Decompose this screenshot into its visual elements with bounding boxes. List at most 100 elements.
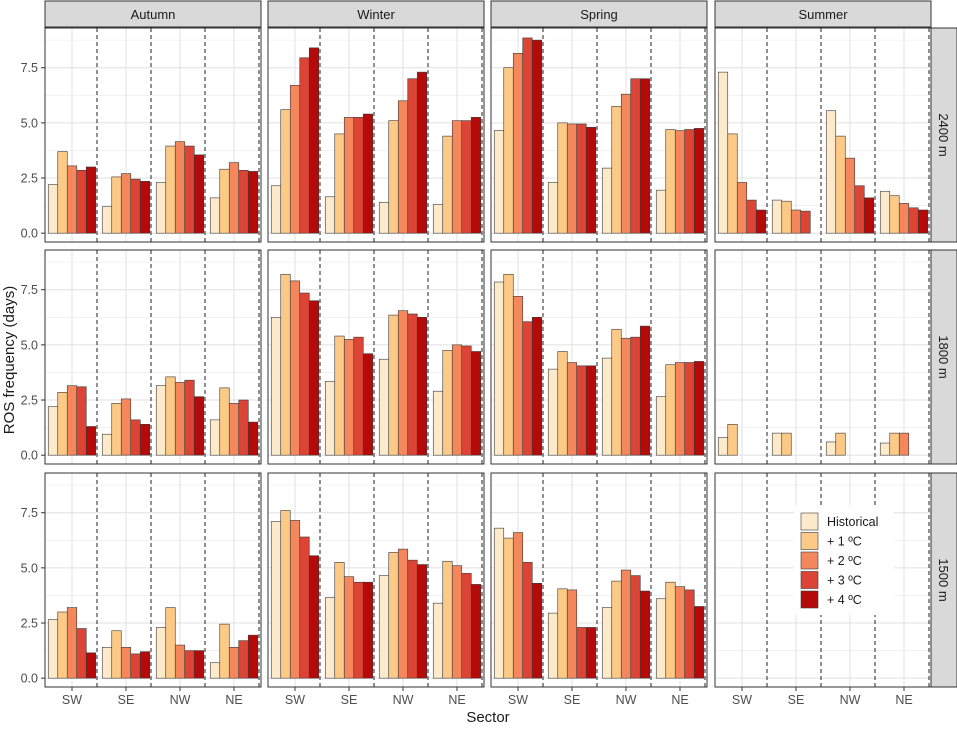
- bar-se-4: [139, 423, 151, 456]
- bar-nw-4: [639, 325, 651, 456]
- bar-se-1: [557, 588, 568, 679]
- bar-ne-4: [470, 117, 482, 234]
- bar-se-0: [547, 368, 559, 456]
- bar-nw-4: [416, 71, 428, 234]
- bar-se-4: [362, 353, 374, 456]
- bar-nw-1: [611, 106, 622, 234]
- bar-sw-2: [289, 520, 301, 679]
- bar-se-3: [576, 365, 587, 456]
- bar-se-2: [343, 117, 355, 234]
- bar-sw-0: [493, 130, 505, 234]
- panel-border: [490, 27, 708, 243]
- y-tick-label: 0.0: [21, 227, 38, 241]
- bar-ne-4: [693, 361, 705, 456]
- legend-label: + 1 ºC: [827, 535, 862, 549]
- season-strip-label: Autumn: [131, 7, 176, 22]
- y-tick-label: 7.5: [21, 506, 38, 520]
- bar-nw-0: [601, 167, 613, 234]
- bar-ne-2: [451, 565, 463, 679]
- bar-nw-2: [174, 382, 186, 456]
- bar-nw-0: [378, 358, 390, 456]
- bar-nw-4: [193, 650, 205, 679]
- bar-sw-2: [512, 532, 524, 679]
- x-tick-label: SW: [285, 693, 305, 707]
- bar-sw-0: [270, 521, 282, 679]
- panel-border: [44, 472, 262, 688]
- x-tick-label: NE: [671, 693, 688, 707]
- bar-ne-4: [470, 351, 482, 456]
- bar-nw-2: [174, 644, 186, 679]
- bar-nw-4: [193, 396, 205, 456]
- bar-se-0: [324, 380, 336, 456]
- bar-se-2: [566, 362, 578, 456]
- bar-ne-0: [879, 442, 891, 456]
- bar-ne-0: [655, 396, 667, 456]
- bar-sw-1: [280, 510, 291, 679]
- bar-nw-2: [620, 337, 632, 456]
- bar-se-1: [111, 630, 122, 679]
- bar-se-4: [585, 365, 597, 456]
- bar-nw-2: [844, 157, 856, 234]
- bar-ne-0: [209, 419, 221, 456]
- bar-nw-4: [416, 564, 428, 679]
- bar-sw-4: [85, 426, 97, 456]
- bar-sw-1: [57, 391, 68, 456]
- bar-nw-0: [825, 110, 837, 234]
- x-tick-label: SW: [732, 693, 752, 707]
- bar-sw-0: [47, 184, 59, 234]
- bar-se-1: [334, 335, 345, 456]
- bar-se-4: [362, 581, 374, 679]
- bar-ne-2: [228, 646, 240, 679]
- y-tick-label: 5.0: [21, 338, 38, 352]
- bar-se-2: [343, 339, 355, 456]
- y-tick-label: 0.0: [21, 672, 38, 686]
- bar-sw-4: [531, 39, 543, 234]
- bar-se-0: [101, 646, 113, 679]
- bar-se-2: [120, 173, 132, 234]
- bar-sw-2: [66, 607, 78, 679]
- bar-se-1: [111, 176, 122, 234]
- bar-ne-0: [655, 189, 667, 234]
- legend: Historical + 1 ºC + 2 ºC + 3 ºC + 4 ºC: [794, 505, 894, 615]
- bar-sw-3: [299, 57, 310, 234]
- bar-nw-1: [165, 145, 176, 234]
- legend-swatch: [800, 571, 819, 589]
- bar-sw-3: [76, 169, 87, 234]
- bar-se-3: [353, 336, 364, 456]
- bar-nw-1: [388, 120, 399, 234]
- bar-sw-1: [727, 423, 738, 456]
- bar-sw-2: [289, 85, 301, 234]
- bar-ne-1: [219, 387, 230, 456]
- bar-nw-4: [639, 78, 651, 234]
- bar-sw-2: [512, 53, 524, 234]
- x-tick-label: SW: [62, 693, 82, 707]
- bar-ne-3: [461, 120, 472, 234]
- bar-sw-0: [47, 619, 59, 679]
- panel-autumn-1800m: [44, 249, 262, 465]
- legend-label: + 4 ºC: [827, 593, 862, 607]
- bar-ne-3: [461, 345, 472, 456]
- bar-ne-2: [898, 203, 910, 234]
- bar-se-2: [566, 123, 578, 234]
- bar-ne-3: [461, 573, 472, 679]
- bar-nw-2: [397, 100, 409, 234]
- bar-sw-4: [755, 209, 767, 234]
- bar-ne-1: [665, 581, 676, 679]
- bar-se-1: [334, 562, 345, 679]
- bar-ne-3: [908, 207, 919, 234]
- bar-sw-0: [270, 185, 282, 234]
- bar-sw-1: [727, 133, 738, 234]
- bar-nw-4: [416, 316, 428, 456]
- bar-se-2: [343, 576, 355, 679]
- season-strip-label: Winter: [357, 7, 395, 22]
- bar-sw-2: [512, 296, 524, 456]
- bar-nw-3: [630, 78, 641, 234]
- elevation-strip-label: 1500 m: [936, 558, 951, 601]
- panel-border: [267, 27, 485, 243]
- x-tick-label: SW: [508, 693, 528, 707]
- bar-ne-1: [889, 432, 900, 456]
- bar-nw-2: [620, 569, 632, 679]
- panel-border: [714, 472, 932, 688]
- x-axis-title: Sector: [466, 709, 509, 726]
- bar-ne-3: [238, 399, 249, 456]
